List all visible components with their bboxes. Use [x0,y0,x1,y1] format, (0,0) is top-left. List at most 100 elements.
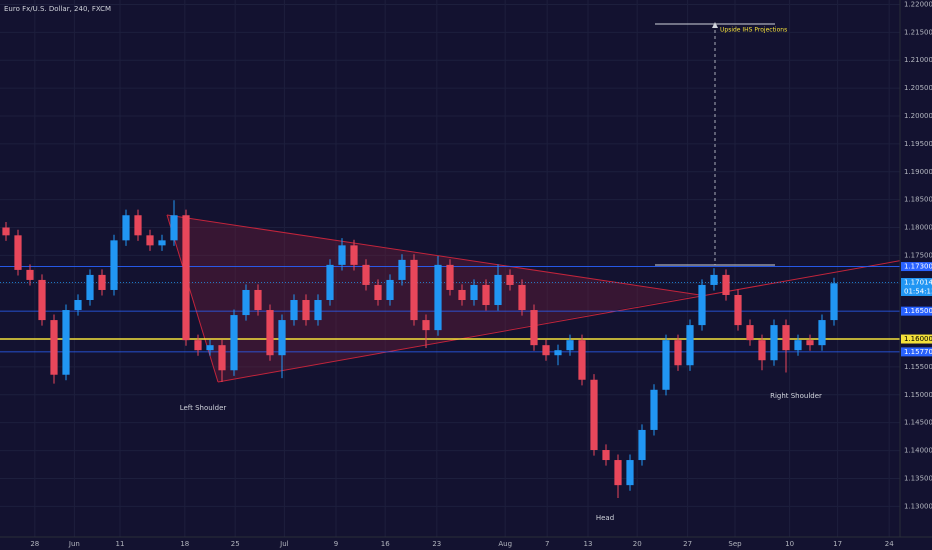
candle-body [758,340,766,361]
y-tick-label: 1.14500 [904,419,932,427]
x-tick-label: Aug [498,540,512,548]
candle-body [362,264,370,285]
annotation: Upside IHS Projections [720,27,787,34]
candle-body [50,320,58,375]
candle-body [422,320,430,331]
candle-body [434,264,442,331]
price-label: 1.15770 [904,348,932,356]
candle-body [242,289,250,316]
candle-body [398,259,406,280]
y-tick-label: 1.19000 [904,168,932,176]
candle-body [278,320,286,356]
candle-body [710,274,718,285]
price-label: 1.17014 [904,278,932,286]
candle-body [818,320,826,346]
candle-body [374,284,382,301]
candle-body [806,340,814,346]
x-tick-label: 27 [683,540,692,548]
candle-body [734,294,742,326]
candle-body [98,274,106,290]
x-tick-label: 24 [885,540,894,548]
annotation: Left Shoulder [180,404,227,412]
candle-body [326,264,334,301]
x-tick-label: 20 [633,540,642,548]
x-tick-label: 17 [833,540,842,548]
triangle-top [166,214,701,296]
y-tick-label: 1.13000 [904,502,932,510]
y-tick-label: 1.20000 [904,112,932,120]
y-tick-label: 1.18000 [904,224,932,232]
candle-body [746,325,754,341]
candle-body [554,350,562,356]
candle-body [698,284,706,326]
price-label: 1.17300 [904,263,932,271]
y-tick-label: 1.22000 [904,0,932,8]
candle-body [170,215,178,241]
candle-body [722,274,730,295]
x-tick-label: 18 [180,540,189,548]
chart-title: Euro Fx/U.S. Dollar, 240, FXCM [4,5,111,13]
countdown: 01:54:13 [904,287,932,295]
price-label: 1.16500 [904,307,932,315]
candle-body [266,310,274,356]
x-tick-label: Jul [279,540,289,548]
candle-body [458,289,466,301]
candle-body [578,340,586,380]
candle-body [158,240,166,246]
candle-body [494,274,502,306]
candle-body [674,340,682,366]
candle-body [530,310,538,346]
x-tick-label: 7 [545,540,549,548]
x-tick-label: 16 [381,540,390,548]
candle-body [62,310,70,375]
candle-body [386,279,394,301]
y-tick-label: 1.20500 [904,84,932,92]
candle-body [506,274,514,285]
candles [2,200,838,498]
candle-body [134,215,142,236]
price-label: 1.16000 [904,335,932,343]
x-tick-label: 23 [432,540,441,548]
candle-body [302,300,310,321]
arrow-head [712,22,718,28]
x-tick-label: 13 [584,540,593,548]
axes: 1.13000 1.13500 1.14000 1.14500 1.15000 1.155… [30,0,932,548]
candle-body [38,279,46,321]
candle-body [650,389,658,430]
annotation: Right Shoulder [770,392,822,400]
y-tick-label: 1.18500 [904,196,932,204]
candle-body [350,245,358,265]
candle-body [194,340,202,351]
price-label-box [901,347,932,357]
annotation: Head [596,514,614,522]
candle-body [218,345,226,371]
trend-line [217,254,932,383]
candle-body [254,289,262,311]
x-tick-label: Jun [68,540,80,548]
price-label-box [901,277,932,296]
x-tick-label: Sep [728,540,742,548]
candle-body [26,269,34,280]
candle-body [482,284,490,306]
price-label-box [901,334,932,344]
y-tick-label: 1.21500 [904,28,932,36]
y-tick-label: 1.19500 [904,140,932,148]
candle-body [830,283,838,321]
candle-body [782,325,790,351]
candle-body [14,235,22,270]
candle-body [110,240,118,290]
price-label-box [901,262,932,272]
candle-body [122,215,130,241]
grid [0,0,900,537]
candle-body [86,274,94,301]
candle-body [662,340,670,390]
candle-body [182,215,190,341]
y-tick-label: 1.14000 [904,447,932,455]
candle-body [290,300,298,321]
candle-body [626,460,634,486]
y-tick-label: 1.17500 [904,251,932,259]
x-tick-label: 28 [30,540,39,548]
candle-body [590,379,598,451]
